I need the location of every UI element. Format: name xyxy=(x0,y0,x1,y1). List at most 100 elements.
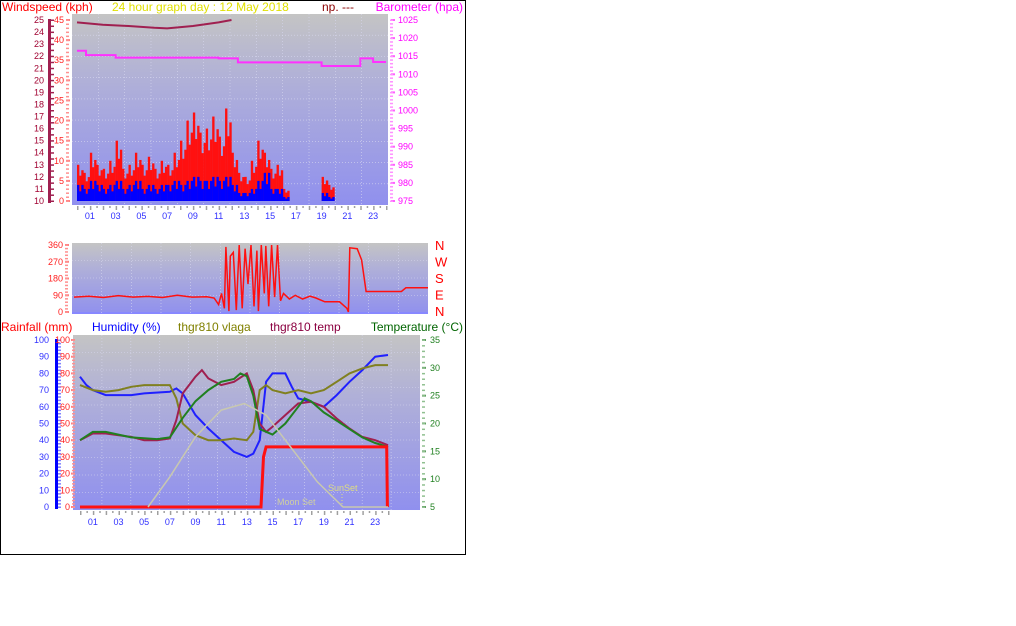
minor-tick xyxy=(65,251,68,253)
gust-bar xyxy=(188,144,191,201)
average-wind-bar xyxy=(117,188,121,201)
humidity-y-tick: 50 xyxy=(39,419,49,429)
wind-direction-line xyxy=(73,244,428,313)
barometer-y-tick: 985 xyxy=(398,160,413,170)
minor-tick xyxy=(58,419,61,422)
minor-tick xyxy=(390,200,393,202)
minor-tick xyxy=(66,176,69,178)
average-wind-bar xyxy=(180,184,183,201)
minor-tick xyxy=(72,476,75,478)
minor-tick xyxy=(390,167,393,170)
average-wind-bar xyxy=(126,188,129,201)
minor-tick xyxy=(51,43,54,46)
minor-tick xyxy=(58,362,61,365)
gust-bar xyxy=(214,141,217,201)
minor-tick xyxy=(72,496,75,498)
minor-tick xyxy=(51,116,54,118)
barometer-y-tick: 1005 xyxy=(398,87,418,97)
x-tick-mark xyxy=(253,511,255,513)
rainfall-axis-title: Rainfall (mm) xyxy=(1,320,72,334)
average-wind-bar xyxy=(164,184,168,201)
x-tick-label: 11 xyxy=(216,517,225,527)
x-tick-mark xyxy=(102,206,105,210)
average-wind-bar xyxy=(81,184,84,201)
minor-tick xyxy=(58,473,61,475)
average-wind-bar xyxy=(267,172,271,201)
minor-tick xyxy=(422,361,425,364)
x-tick-mark xyxy=(176,511,178,513)
x-tick-mark xyxy=(201,511,204,513)
barometer-y-tick: 1010 xyxy=(398,69,418,79)
minor-tick xyxy=(58,489,61,492)
x-tick-label: 13 xyxy=(242,517,252,527)
chart-title: 24 hour graph day : 12 May 2018 xyxy=(112,0,289,14)
gust-bar xyxy=(160,160,164,201)
minor-tick xyxy=(58,479,61,482)
minor-tick xyxy=(422,417,425,419)
average-wind-bar xyxy=(177,180,181,201)
minor-tick xyxy=(390,77,393,79)
minor-tick xyxy=(58,352,61,355)
minor-tick xyxy=(66,87,69,90)
x-tick-label: 01 xyxy=(88,517,98,527)
minor-tick xyxy=(66,35,69,38)
minor-tick xyxy=(72,339,75,341)
x-tick-mark xyxy=(375,511,377,515)
minor-tick xyxy=(390,84,393,87)
average-wind-bar xyxy=(274,188,277,201)
minor-tick xyxy=(72,486,75,488)
average-wind-bar xyxy=(203,180,206,201)
minor-tick xyxy=(390,149,393,152)
minor-tick xyxy=(72,412,75,415)
average-wind-bar xyxy=(152,184,155,201)
minor-tick xyxy=(51,200,54,202)
minor-tick xyxy=(422,445,425,447)
minor-tick xyxy=(66,63,69,66)
minor-tick xyxy=(72,483,75,485)
minor-tick xyxy=(422,423,425,425)
gust-bar xyxy=(169,175,172,201)
minor-tick xyxy=(51,19,54,21)
minor-tick xyxy=(390,120,393,123)
average-wind-bar xyxy=(119,180,123,201)
x-tick-label: 07 xyxy=(165,517,175,527)
compass-label-e: E xyxy=(435,288,444,303)
minor-tick xyxy=(422,356,425,358)
minor-tick xyxy=(390,19,393,21)
x-tick-mark xyxy=(321,206,324,210)
x-tick-mark xyxy=(304,511,307,513)
minor-tick xyxy=(58,386,61,388)
x-tick-label: 11 xyxy=(214,211,223,221)
minor-tick xyxy=(58,416,61,418)
average-wind-bar xyxy=(272,193,275,201)
minor-tick xyxy=(65,294,68,297)
average-wind-bar xyxy=(328,196,331,201)
x-tick-label: 09 xyxy=(188,211,198,221)
minor-tick xyxy=(66,200,69,202)
minor-tick xyxy=(51,128,54,130)
x-tick-mark xyxy=(311,511,313,515)
average-wind-bar xyxy=(139,180,142,201)
minor-tick xyxy=(422,450,425,453)
minor-tick xyxy=(390,33,393,36)
minor-tick xyxy=(72,346,75,348)
minor-tick xyxy=(58,496,61,498)
minor-tick xyxy=(390,164,393,166)
minor-tick xyxy=(65,278,68,280)
x-tick-mark xyxy=(221,511,223,515)
minor-tick xyxy=(390,171,393,174)
gust-bar xyxy=(107,173,110,201)
minor-tick xyxy=(58,499,61,502)
minor-tick xyxy=(72,386,75,388)
minor-tick xyxy=(72,493,75,495)
gust-bar xyxy=(143,175,146,201)
minor-tick xyxy=(422,350,425,353)
average-wind-bar xyxy=(92,188,95,201)
minor-tick xyxy=(65,304,68,307)
x-tick-label: 03 xyxy=(113,517,123,527)
minor-tick xyxy=(51,122,54,124)
minor-tick xyxy=(72,456,75,458)
minor-tick xyxy=(72,362,75,365)
x-tick-mark xyxy=(205,206,208,210)
